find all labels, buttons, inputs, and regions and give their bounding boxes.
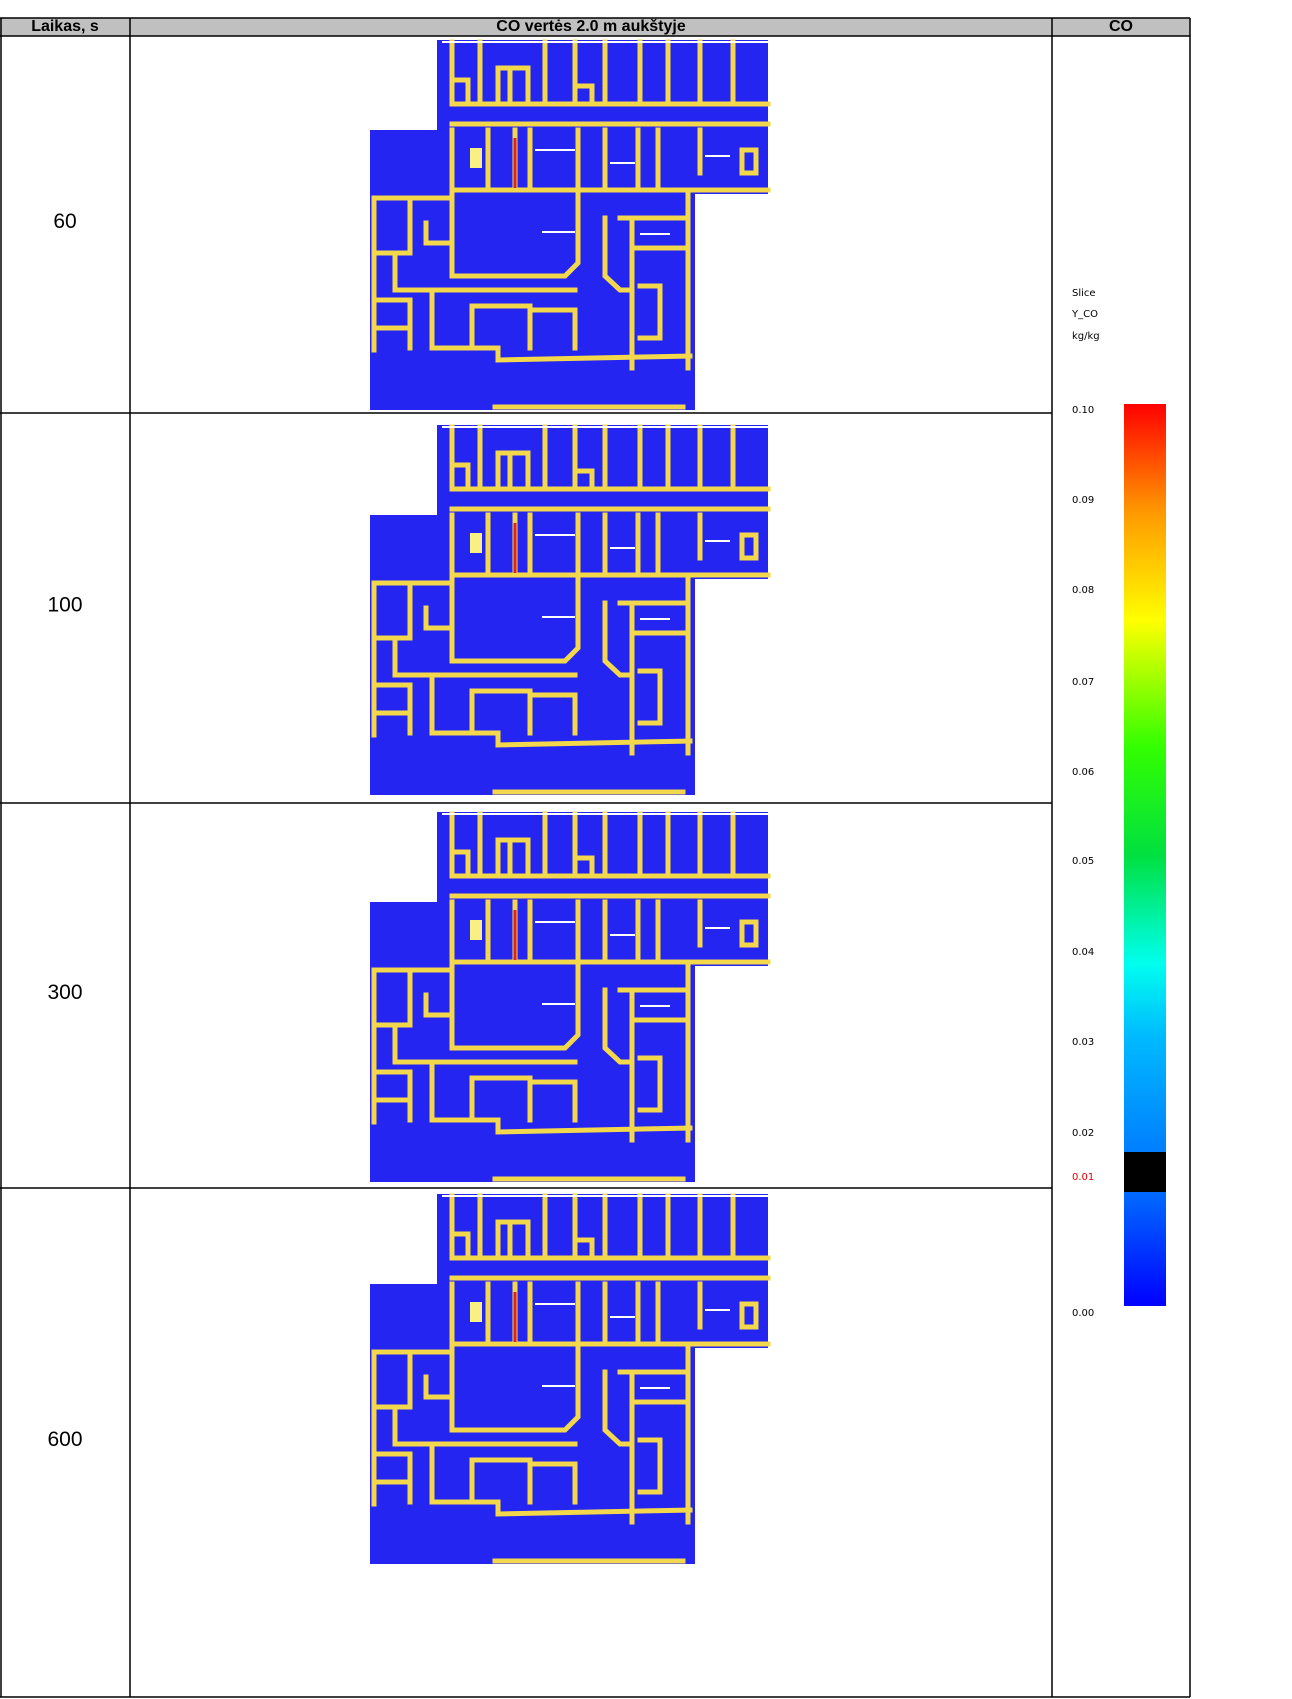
- rows: 60 100 300 600: [47, 40, 768, 1564]
- legend-tick: 0.07: [1072, 677, 1094, 688]
- legend-tick: 0.05: [1072, 856, 1094, 867]
- header-cell: CO vertės 2.0 m aukštyje: [496, 18, 686, 35]
- legend-tick: 0.09: [1072, 495, 1094, 506]
- time-cell: 100: [47, 594, 82, 617]
- legend-line: Slice: [1072, 288, 1096, 299]
- header-cell: Laikas, s: [31, 18, 99, 35]
- time-cell: 300: [47, 981, 82, 1004]
- time-cell: 60: [53, 210, 76, 233]
- table-borders: [0, 17, 1191, 1698]
- legend-tick: 0.00: [1072, 1308, 1094, 1319]
- floor-plan: [370, 425, 768, 795]
- legend-tick: 0.06: [1072, 767, 1094, 778]
- floor-plan: [370, 812, 768, 1182]
- legend-line: Y_CO: [1071, 309, 1098, 320]
- legend-line: kg/kg: [1072, 331, 1100, 342]
- header-row: [0, 18, 1190, 36]
- legend-tick: 0.02: [1072, 1128, 1094, 1139]
- header-cell: CO: [1109, 18, 1133, 35]
- legend: Slice Y_CO kg/kg 0.10 0.09 0.08 0.07 0.06 0.05 0.…: [1071, 288, 1166, 1319]
- legend-tick: 0.04: [1072, 947, 1094, 958]
- legend-tick: 0.01: [1072, 1172, 1094, 1183]
- time-cell: 600: [47, 1428, 82, 1451]
- legend-tick: 0.03: [1072, 1037, 1094, 1048]
- floor-plan: [370, 40, 768, 410]
- colorbar-band: [1124, 1152, 1166, 1192]
- floor-plan: [370, 1194, 768, 1564]
- legend-tick: 0.10: [1072, 405, 1094, 416]
- legend-tick: 0.08: [1072, 585, 1094, 596]
